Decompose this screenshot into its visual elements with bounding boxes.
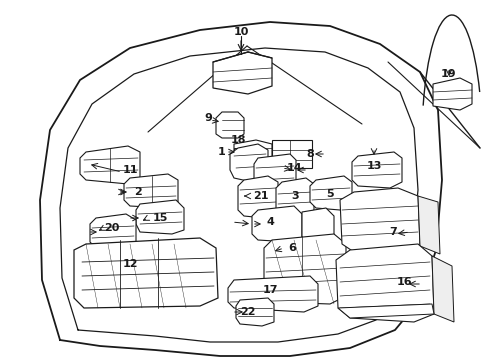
- Polygon shape: [90, 214, 136, 250]
- Text: 20: 20: [104, 223, 120, 233]
- Text: 5: 5: [325, 189, 333, 199]
- Text: 3: 3: [290, 191, 298, 201]
- Polygon shape: [234, 148, 242, 160]
- Polygon shape: [227, 276, 317, 312]
- Text: 2: 2: [134, 187, 142, 197]
- Polygon shape: [302, 208, 333, 240]
- Polygon shape: [234, 140, 271, 168]
- Polygon shape: [275, 178, 313, 216]
- Text: 18: 18: [230, 135, 245, 145]
- Polygon shape: [40, 22, 441, 356]
- Polygon shape: [253, 154, 295, 194]
- Polygon shape: [417, 196, 439, 254]
- Text: 12: 12: [122, 259, 138, 269]
- Polygon shape: [216, 112, 244, 138]
- Text: 14: 14: [286, 163, 302, 173]
- Polygon shape: [213, 52, 271, 94]
- Text: 13: 13: [366, 161, 381, 171]
- Polygon shape: [337, 304, 433, 318]
- Polygon shape: [264, 234, 346, 304]
- Polygon shape: [271, 140, 311, 168]
- Text: 4: 4: [265, 217, 273, 227]
- Text: 21: 21: [253, 191, 268, 201]
- Text: 16: 16: [395, 277, 411, 287]
- Polygon shape: [339, 188, 419, 256]
- Polygon shape: [309, 176, 351, 210]
- Text: 15: 15: [152, 213, 167, 223]
- Polygon shape: [432, 78, 471, 110]
- Polygon shape: [136, 200, 183, 234]
- Text: 19: 19: [440, 69, 456, 79]
- Polygon shape: [74, 238, 218, 308]
- Text: 22: 22: [240, 307, 255, 317]
- Text: 9: 9: [203, 113, 211, 123]
- Text: 8: 8: [305, 149, 313, 159]
- Polygon shape: [124, 174, 178, 208]
- Polygon shape: [229, 144, 267, 182]
- Text: 1: 1: [218, 147, 225, 157]
- Text: 17: 17: [262, 285, 277, 295]
- Polygon shape: [431, 256, 453, 322]
- Text: 10: 10: [233, 27, 248, 37]
- Text: 6: 6: [287, 243, 295, 253]
- Polygon shape: [80, 146, 140, 184]
- Text: 7: 7: [388, 227, 396, 237]
- Text: 11: 11: [122, 165, 138, 175]
- Polygon shape: [351, 152, 401, 188]
- Polygon shape: [236, 298, 273, 326]
- Polygon shape: [335, 244, 433, 322]
- Polygon shape: [238, 176, 278, 218]
- Polygon shape: [251, 206, 302, 242]
